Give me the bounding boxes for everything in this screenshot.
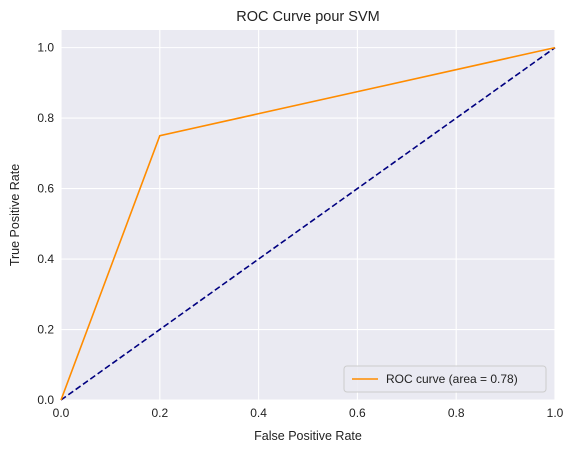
y-tick-label: 0.8 [37,111,54,125]
y-axis-label: True Positive Rate [8,164,22,266]
roc-curve-line [60,46,556,401]
y-tick-label: 0.2 [37,323,54,337]
legend-label-roc-curve: ROC curve (area = 0.78) [386,372,518,386]
x-tick-label: 0.8 [448,406,465,420]
y-tick-label: 0.4 [37,252,54,266]
x-tick-label: 1.0 [547,406,564,420]
x-tick-label: 0.0 [53,406,70,420]
y-tick-label: 1.0 [37,41,54,55]
x-tick-label: 0.6 [349,406,366,420]
x-axis-label: False Positive Rate [254,429,362,443]
legend: ROC curve (area = 0.78) [343,365,547,393]
tick-labels: 0.0 0.2 0.4 0.6 0.8 1.0 0.0 0.2 0.4 0.6 0.8 1.0 [37,41,563,420]
x-tick-label: 0.4 [250,406,267,420]
legend-box [343,365,547,393]
y-tick-label: 0.6 [37,182,54,196]
grid-lines [60,30,556,401]
diagonal-reference-line [60,46,556,401]
plot-area [61,30,555,400]
chart-title: ROC Curve pour SVM [236,9,379,25]
y-tick-label: 0.0 [37,393,54,407]
x-tick-label: 0.2 [151,406,168,420]
series-layer [60,46,556,401]
